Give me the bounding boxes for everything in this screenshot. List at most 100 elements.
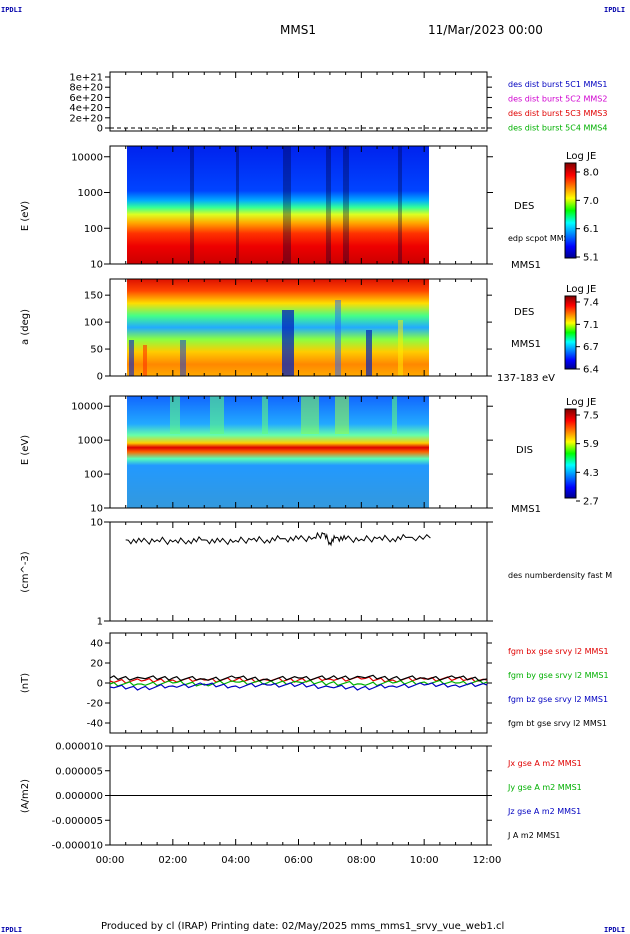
des-energy-ytick-label: 1000 bbox=[78, 188, 103, 199]
mission-title: MMS1 bbox=[280, 23, 316, 37]
dis-energy-spacecraft: MMS1 bbox=[511, 504, 541, 515]
des-pitch-texture bbox=[129, 300, 403, 376]
x-tick-label: 06:00 bbox=[284, 855, 313, 866]
des-energy-spectrogram bbox=[127, 146, 429, 264]
x-tick-label: 02:00 bbox=[158, 855, 187, 866]
dis-energy-colorbar-tick-label: 4.3 bbox=[583, 468, 599, 479]
bfield-ytick-label: -40 bbox=[87, 719, 103, 730]
des-pitch-ytick-label: 50 bbox=[90, 345, 103, 356]
des-pitch-colorbar-tick-label: 7.1 bbox=[583, 320, 599, 331]
corner-label-top-right: IPDLI bbox=[604, 6, 625, 14]
density-ytick-label: 1 bbox=[97, 617, 103, 628]
bfield-ytick-label: 20 bbox=[90, 659, 103, 670]
dis-energy-species: DIS bbox=[516, 445, 533, 456]
bfield-legend-entry: fgm bx gse srvy l2 MMS1 bbox=[508, 647, 609, 656]
current-ytick-label: 0.000000 bbox=[55, 791, 103, 802]
bfield-ytick-label: 0 bbox=[97, 679, 103, 690]
burst-ytick-label: 0 bbox=[97, 124, 103, 135]
current-legend-entry: Jx gse A m2 MMS1 bbox=[507, 759, 582, 768]
des-pitch-ylabel: a (deg) bbox=[20, 309, 31, 345]
des-energy-extra-label: edp scpot MMS1 bbox=[508, 234, 574, 243]
dis-energy-colorbar-tick-label: 7.5 bbox=[583, 411, 599, 422]
density-ytick-label: 10 bbox=[90, 518, 103, 529]
panel-des-energy: E (eV) 10000 1000 100 10 DES edp scpot MMS1… bbox=[20, 145, 599, 271]
des-pitch-energy-range: 137-183 eV bbox=[497, 373, 555, 384]
bfield-series-line bbox=[109, 674, 488, 682]
dis-energy-colorbar-label: Log JE bbox=[566, 397, 596, 408]
panel-current: (A/m2) 0.000010 0.000005 0.000000 -0.000005… bbox=[20, 742, 582, 867]
burst-legend-entry: des dist burst 5C3 MMS3 bbox=[508, 109, 607, 118]
dis-energy-ytick-label: 10 bbox=[90, 504, 103, 515]
des-energy-spacecraft: MMS1 bbox=[511, 260, 541, 271]
bfield-ylabel: (nT) bbox=[20, 673, 31, 693]
des-pitch-species: DES bbox=[514, 307, 534, 318]
density-series-line bbox=[125, 531, 431, 547]
density-legend: des numberdensity fast M bbox=[508, 571, 612, 580]
burst-ytick-label: 2e+20 bbox=[69, 113, 103, 124]
dis-energy-texture bbox=[170, 396, 397, 434]
dis-energy-colorbar-tick-label: 2.7 bbox=[583, 497, 599, 508]
des-pitch-spectrogram bbox=[127, 279, 429, 376]
dis-energy-ylabel: E (eV) bbox=[20, 435, 31, 465]
des-pitch-colorbar-tick-label: 7.4 bbox=[583, 298, 599, 309]
des-energy-colorbar-tick-label: 8.0 bbox=[583, 168, 599, 179]
bfield-series-line bbox=[109, 676, 488, 684]
dis-energy-ytick-label: 10000 bbox=[71, 402, 103, 413]
des-pitch-colorbar-tick-label: 6.7 bbox=[583, 342, 599, 353]
panel-bfield: (nT) 40 20 0 -20 -40 fgm bx gse srvy l2 MMS1… bbox=[20, 632, 609, 734]
bfield-ytick-label: 40 bbox=[90, 639, 103, 650]
dis-energy-colorbar bbox=[564, 408, 577, 499]
burst-ytick-label: 6e+20 bbox=[69, 93, 103, 104]
panel-dis-energy: E (eV) 10000 1000 100 10 DIS MMS1 Log JE 7.… bbox=[20, 395, 599, 515]
bfield-series-line bbox=[109, 679, 488, 687]
des-pitch-colorbar-tick-label: 6.4 bbox=[583, 365, 599, 376]
des-energy-ylabel: E (eV) bbox=[20, 201, 31, 231]
des-energy-colorbar-tick-label: 6.1 bbox=[583, 224, 599, 235]
des-pitch-colorbar bbox=[564, 295, 577, 370]
current-ylabel: (A/m2) bbox=[20, 779, 31, 813]
current-ytick-label: 0.000005 bbox=[55, 766, 103, 777]
current-legend-entry: Jy gse A m2 MMS1 bbox=[507, 783, 582, 792]
corner-label-top-left: IPDLI bbox=[1, 6, 22, 14]
x-tick-label: 04:00 bbox=[221, 855, 250, 866]
burst-ytick-label: 1e+21 bbox=[69, 73, 103, 84]
current-ytick-label: 0.000010 bbox=[55, 742, 103, 753]
des-energy-colorbar-tick-label: 7.0 bbox=[583, 196, 599, 207]
burst-ytick-label: 8e+20 bbox=[69, 83, 103, 94]
date-title: 11/Mar/2023 00:00 bbox=[428, 23, 543, 37]
des-energy-ytick-label: 10 bbox=[90, 260, 103, 271]
des-pitch-ytick-label: 100 bbox=[84, 318, 103, 329]
bfield-legend-entry: fgm bt gse srvy l2 MMS1 bbox=[508, 719, 607, 728]
density-ylabel: (cm^-3) bbox=[20, 551, 31, 592]
burst-legend-entry: des dist burst 5C2 MMS2 bbox=[508, 95, 607, 104]
des-pitch-ytick-label: 0 bbox=[97, 372, 103, 383]
x-tick-label: 12:00 bbox=[473, 855, 502, 866]
des-energy-ytick-label: 100 bbox=[84, 224, 103, 235]
des-energy-ytick-label: 10000 bbox=[71, 152, 103, 163]
burst-legend-entry: des dist burst 5C1 MMS1 bbox=[508, 80, 607, 89]
footer-credit: Produced by cl (IRAP) Printing date: 02/… bbox=[101, 921, 504, 932]
des-pitch-spacecraft: MMS1 bbox=[511, 339, 541, 350]
des-energy-species: DES bbox=[514, 201, 534, 212]
bfield-series-line bbox=[109, 682, 488, 691]
panel-des-pitch: a (deg) 150 100 50 0 DES MMS1 137-183 eV Lo… bbox=[20, 278, 599, 384]
corner-label-bottom-right: IPDLI bbox=[604, 926, 625, 934]
current-ytick-label: -0.000010 bbox=[52, 841, 103, 852]
current-legend-entry: Jz gse A m2 MMS1 bbox=[507, 807, 581, 816]
x-tick-label: 10:00 bbox=[410, 855, 439, 866]
dis-energy-ytick-label: 100 bbox=[84, 470, 103, 481]
dis-energy-colorbar-tick-label: 5.9 bbox=[583, 439, 599, 450]
bfield-legend-entry: fgm bz gse srvy l2 MMS1 bbox=[508, 695, 608, 704]
current-legend-entry: J A m2 MMS1 bbox=[507, 831, 560, 840]
des-energy-colorbar bbox=[564, 162, 577, 259]
panel-density: (cm^-3) 10 1 des numberdensity fast M bbox=[20, 518, 612, 628]
dis-energy-ytick-label: 1000 bbox=[78, 436, 103, 447]
corner-label-bottom-left: IPDLI bbox=[1, 926, 22, 934]
current-ytick-label: -0.000005 bbox=[52, 816, 103, 827]
x-tick-label: 08:00 bbox=[347, 855, 376, 866]
burst-legend-entry: des dist burst 5C4 MMS4 bbox=[508, 124, 607, 133]
des-energy-colorbar-label: Log JE bbox=[566, 151, 596, 162]
des-pitch-ytick-label: 150 bbox=[84, 291, 103, 302]
des-energy-colorbar-tick-label: 5.1 bbox=[583, 253, 599, 264]
